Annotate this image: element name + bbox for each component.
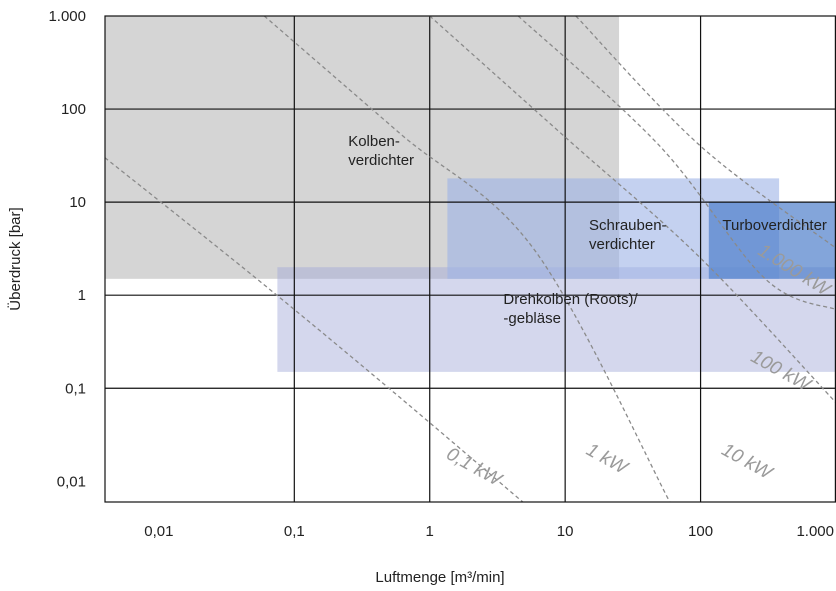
power-curve-0-1-kw <box>105 157 524 502</box>
x-axis-label: Luftmenge [m³/min] <box>375 569 504 586</box>
y-tick-label: 100 <box>61 101 86 118</box>
power-curve-10-kw <box>429 16 836 404</box>
x-tick-label: 10 <box>557 523 574 540</box>
power-label-10-kw: 10 kW <box>718 439 777 484</box>
region-label-drehkolben-roots: Drehkolben (Roots)/ -gebläse <box>503 291 638 327</box>
region-label-line: Schrauben- <box>589 217 667 234</box>
region-label-schraubenverdichter: Schrauben-verdichter <box>589 217 667 253</box>
y-tick-label: 0,01 <box>57 473 86 490</box>
region-label-line: -gebläse <box>503 310 561 327</box>
x-tick-label: 1.000 <box>796 523 834 540</box>
plot-frame <box>104 15 836 503</box>
y-tick-label: 1.000 <box>48 8 86 25</box>
region-label-line: verdichter <box>348 152 414 169</box>
grid-layer <box>105 16 836 502</box>
y-tick-label: 1 <box>78 287 86 304</box>
power-label-0-1-kw: 0,1 kW <box>443 444 507 492</box>
power-curve-1-kw <box>263 16 671 502</box>
x-tick-label: 100 <box>688 523 713 540</box>
power-curve-layer <box>105 16 836 502</box>
y-tick-labels: 0,01 0,1 1 10 100 1.000 <box>48 8 86 490</box>
power-label-1-kw: 1 kW <box>583 439 633 479</box>
y-axis-label: Überdruck [bar] <box>6 207 24 310</box>
region-label-line: Drehkolben (Roots)/ <box>503 291 638 308</box>
region-layer <box>105 16 836 372</box>
x-tick-labels: 0,01 0,1 1 10 100 1.000 <box>144 523 834 540</box>
power-curve-1-000-kw <box>575 16 836 249</box>
region-label-line: verdichter <box>589 236 655 253</box>
region-label-line: Turboverdichter <box>722 217 827 234</box>
region-label-kolbenverdichter: Kolben-verdichter <box>348 133 414 169</box>
y-tick-label: 10 <box>69 194 86 211</box>
x-tick-label: 0,01 <box>144 523 173 540</box>
y-tick-label: 0,1 <box>65 380 86 397</box>
region-label-turboverdichter: Turboverdichter <box>722 217 827 234</box>
region-label-layer: Kolben-verdichter Drehkolben (Roots)/ -geb… <box>348 133 827 327</box>
region-label-line: Kolben- <box>348 133 400 150</box>
power-curve-100-kw <box>517 16 836 311</box>
x-tick-label: 0,1 <box>284 523 305 540</box>
region-turboverdichter <box>708 202 836 279</box>
x-tick-label: 1 <box>426 523 434 540</box>
